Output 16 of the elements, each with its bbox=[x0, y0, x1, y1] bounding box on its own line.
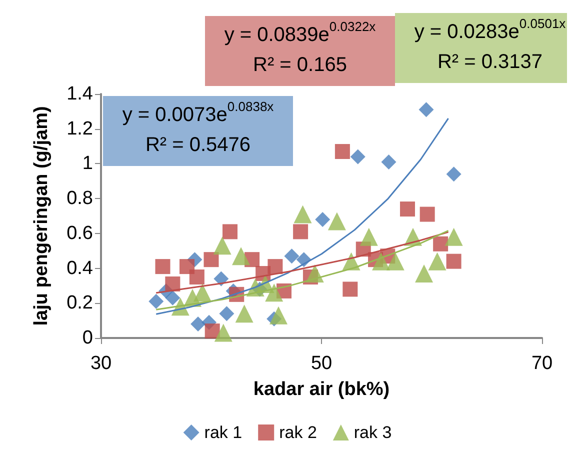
y-tick-label: 0.6 bbox=[66, 222, 93, 244]
y-tick-label: 0.8 bbox=[66, 188, 93, 210]
legend-label: rak 3 bbox=[354, 423, 392, 442]
y-tick-label: 0.2 bbox=[66, 292, 93, 314]
y-tick-label: 1.2 bbox=[66, 118, 93, 140]
x-tick-label: 50 bbox=[310, 353, 332, 374]
y-tick-label: 1.4 bbox=[66, 84, 94, 104]
legend-label: rak 2 bbox=[279, 423, 317, 442]
x-axis-title: kadar air (bk%) bbox=[253, 379, 390, 400]
y-axis-title: laju pengeringan (g/jam) bbox=[31, 106, 52, 326]
x-tick-label: 30 bbox=[90, 353, 112, 374]
y-tick-label: 0 bbox=[82, 328, 93, 348]
y-tick-label: 0.4 bbox=[66, 258, 94, 279]
y-tick-label: 1 bbox=[82, 153, 93, 174]
legend-label: rak 1 bbox=[204, 423, 242, 442]
x-tick-label: 70 bbox=[531, 353, 553, 374]
